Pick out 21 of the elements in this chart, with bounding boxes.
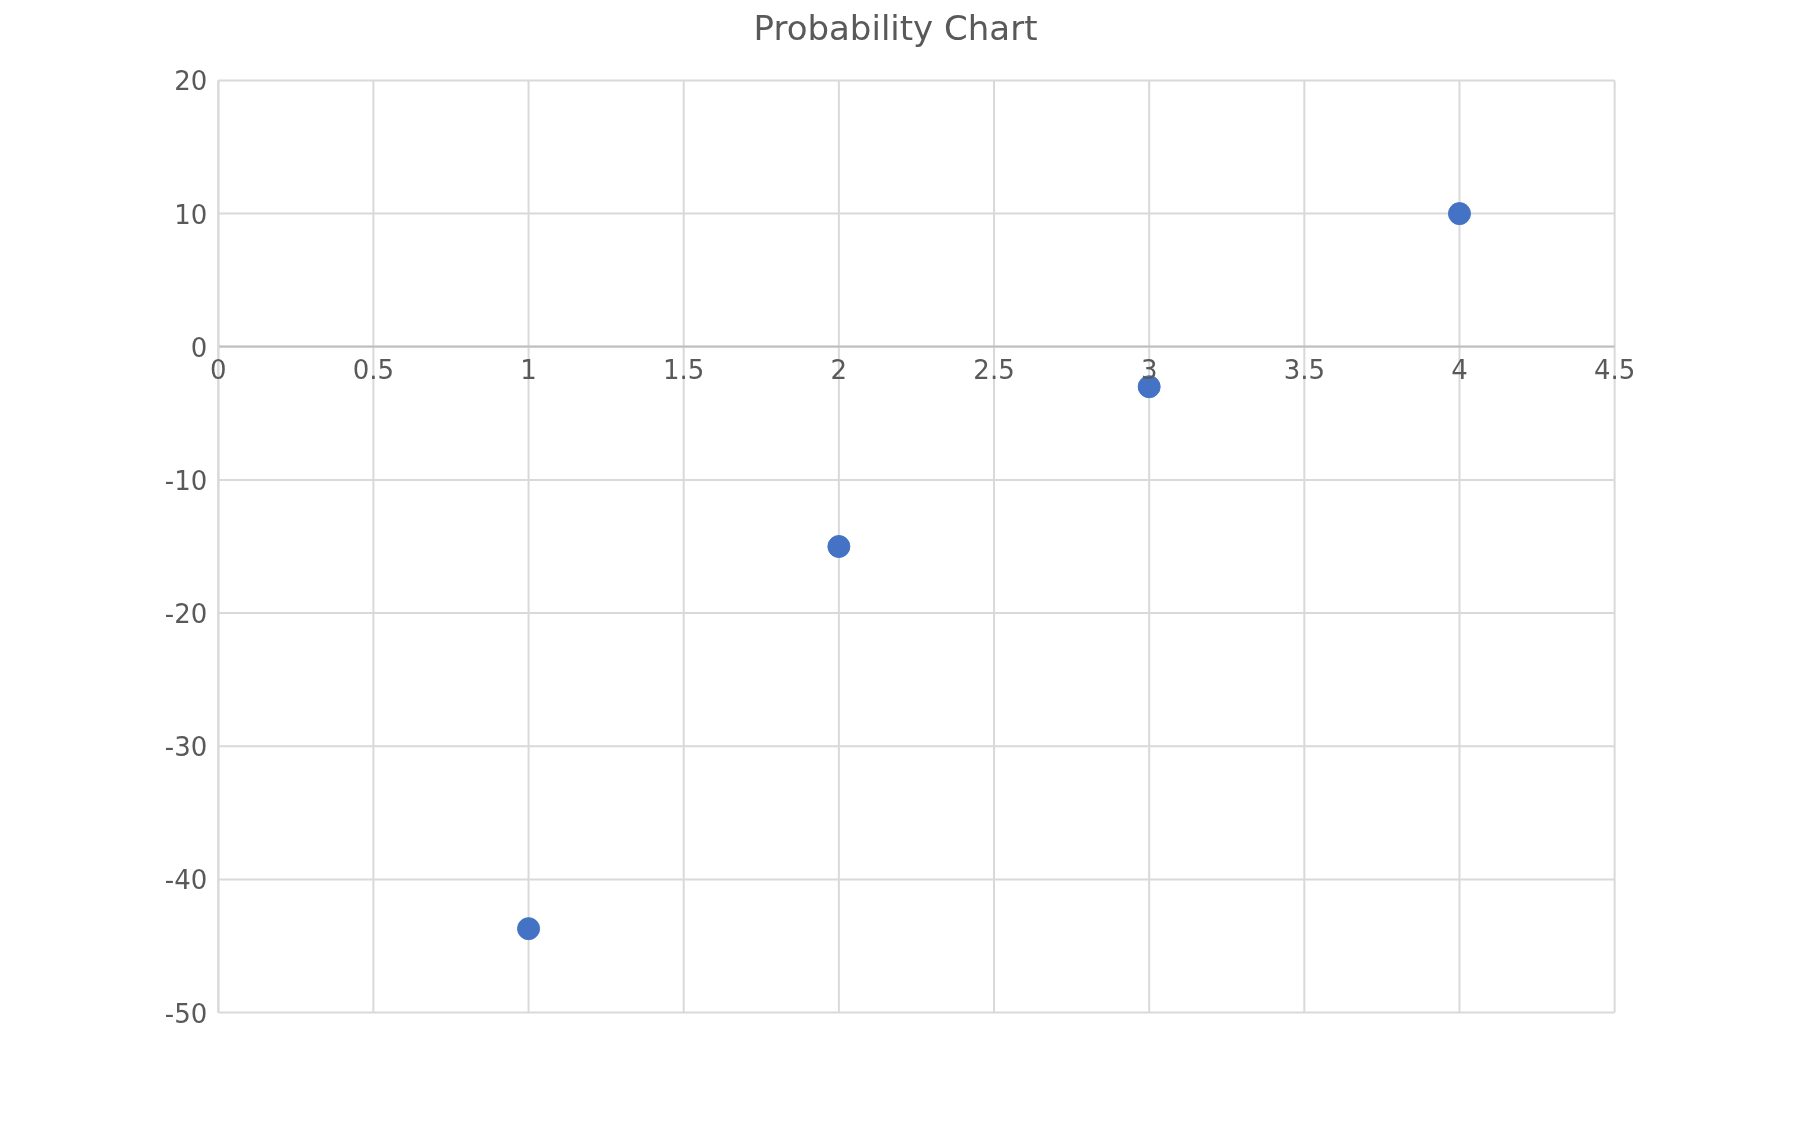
chart-title: Probability Chart [753, 7, 1038, 48]
x-tick-label: 2 [830, 354, 848, 385]
y-tick-label: -10 [164, 465, 208, 496]
y-tick-label: -50 [164, 998, 208, 1029]
y-tick-label: -40 [164, 865, 208, 896]
y-tick-label: 0 [190, 332, 208, 363]
point [827, 535, 851, 558]
y-tick-label: -30 [164, 732, 208, 763]
x-tick-label: 2.5 [973, 354, 1015, 385]
point [517, 917, 541, 941]
x-tick-label: 0.5 [352, 354, 395, 385]
y-tick-label: 10 [174, 199, 208, 230]
x-tick-label: 4 [1451, 354, 1468, 385]
x-tick-label: 0 [209, 354, 227, 385]
y-tick-label: -20 [164, 599, 208, 630]
x-tick-label: 1.5 [663, 354, 705, 385]
x-tick-label: 3.5 [1283, 354, 1326, 385]
point [1447, 202, 1471, 226]
x-tick-label: 1 [520, 354, 537, 385]
y-tick-label: 20 [174, 66, 208, 97]
x-tick-label: 4.5 [1593, 354, 1636, 385]
